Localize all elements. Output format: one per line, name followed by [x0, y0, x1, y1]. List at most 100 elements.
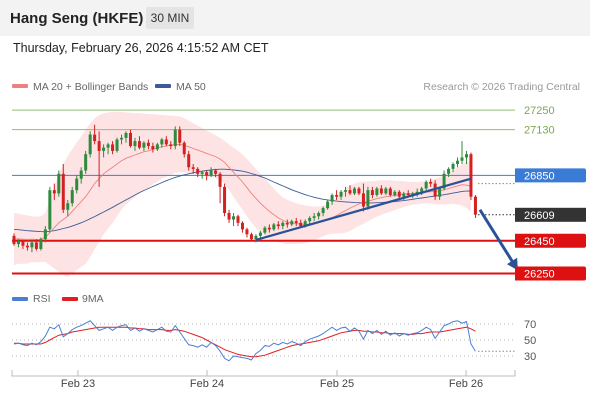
candle	[39, 237, 43, 251]
candle-body	[75, 178, 79, 191]
candle-body	[227, 213, 231, 220]
candle	[214, 168, 218, 178]
candle	[182, 141, 186, 158]
candle	[196, 167, 200, 178]
candle-body	[299, 222, 303, 227]
candle	[317, 211, 321, 220]
candle-body	[173, 129, 177, 147]
candle-body	[339, 191, 343, 197]
candle-body	[294, 221, 298, 223]
candle	[438, 186, 442, 200]
candle	[30, 240, 34, 253]
candle-body	[254, 235, 258, 240]
candle-body	[348, 190, 352, 194]
candle-body	[397, 191, 401, 197]
rising-support-trendline	[255, 177, 472, 242]
candle	[12, 233, 16, 246]
candle-body	[61, 173, 65, 210]
candle	[249, 232, 253, 241]
level-label-27130: 27130	[524, 125, 555, 137]
candle-body	[388, 188, 392, 196]
candle-body	[34, 242, 38, 249]
candle	[137, 136, 141, 150]
candle-body	[361, 193, 365, 207]
level-label-26250: 26250	[524, 268, 555, 280]
candle-body	[366, 190, 370, 207]
candle-body	[473, 196, 477, 215]
candle	[460, 141, 464, 164]
candle	[321, 206, 325, 217]
candle-body	[142, 142, 146, 148]
rsi-legend-label: RSI	[33, 293, 51, 305]
candle-body	[70, 190, 74, 204]
candle	[330, 193, 334, 205]
candle-body	[39, 239, 43, 249]
candle	[245, 227, 249, 238]
candle-body	[424, 181, 428, 189]
candle-body	[151, 146, 155, 150]
candle-body	[379, 188, 383, 194]
candle-body	[84, 154, 88, 171]
candle-body	[335, 195, 339, 197]
candle	[57, 170, 61, 197]
candle	[79, 167, 83, 184]
candle	[75, 175, 79, 194]
candle	[326, 199, 330, 210]
rsi-9ma-line	[14, 326, 476, 358]
candle-body	[285, 222, 289, 225]
candle-body	[442, 173, 446, 189]
candle-body	[93, 134, 97, 142]
candle	[16, 239, 20, 248]
candle	[232, 213, 236, 227]
candle-body	[223, 186, 227, 214]
candle-body	[267, 227, 271, 230]
candle	[366, 186, 370, 210]
candle	[236, 214, 240, 227]
candle-body	[155, 144, 159, 150]
candle	[178, 126, 182, 147]
nine-ma-legend-swatch	[62, 297, 78, 301]
candle	[97, 131, 101, 187]
candle-body	[240, 222, 244, 230]
candle-body	[25, 245, 29, 248]
candle-body	[196, 168, 200, 174]
candle-body	[370, 190, 374, 196]
candle-body	[66, 203, 70, 210]
candle	[240, 221, 244, 233]
candle-body	[164, 139, 168, 145]
x-tick-label: Feb 25	[320, 378, 354, 390]
candle	[133, 137, 137, 151]
candle-body	[375, 188, 379, 196]
candle	[155, 142, 159, 151]
candle	[164, 136, 168, 147]
candle	[120, 134, 124, 145]
candle	[160, 137, 164, 148]
candle	[339, 190, 343, 200]
candle-body	[469, 154, 473, 197]
candle	[173, 126, 177, 150]
candle	[388, 186, 392, 197]
levels-layer	[12, 109, 515, 275]
candle	[357, 186, 361, 196]
candle	[263, 226, 267, 235]
candle-body	[321, 208, 325, 214]
candle	[227, 209, 231, 223]
candle-body	[460, 157, 464, 161]
candle-body	[16, 241, 20, 245]
candle	[294, 217, 298, 227]
candle	[379, 185, 383, 196]
candle-body	[456, 160, 460, 164]
candle-body	[169, 144, 173, 147]
candle-body	[308, 217, 312, 222]
candle-body	[352, 188, 356, 194]
candle-body	[178, 129, 182, 143]
candle	[21, 239, 25, 249]
bollinger-band	[14, 111, 471, 277]
candle	[375, 186, 379, 197]
candle-body	[124, 132, 128, 138]
timeframe-badge[interactable]: 30 MIN	[146, 7, 194, 29]
candle-body	[393, 191, 397, 196]
candle-body	[236, 216, 240, 223]
candle-body	[88, 134, 92, 155]
candle-body	[97, 141, 101, 151]
